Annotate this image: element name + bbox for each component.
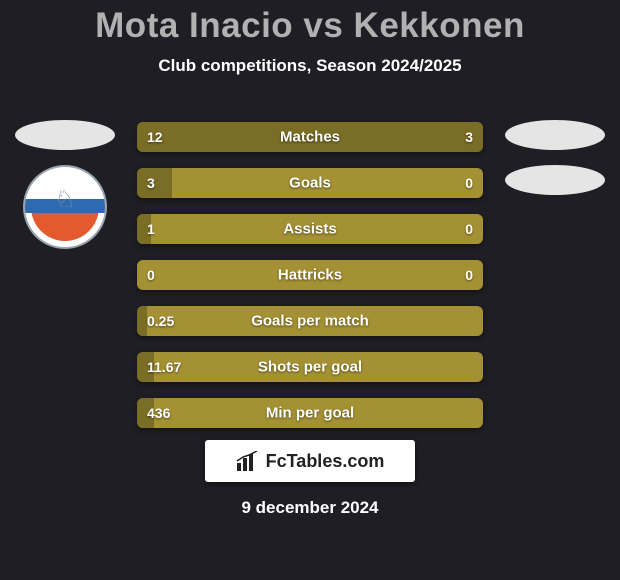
bar-chart-icon: [236, 451, 260, 471]
stat-row: 12 3 Matches: [137, 122, 483, 152]
stat-value-right: 0: [465, 175, 473, 191]
horse-icon: ♘: [54, 185, 76, 214]
stat-value-right: 0: [465, 267, 473, 283]
stat-label: Shots per goal: [258, 359, 362, 376]
stat-value-right: 0: [465, 221, 473, 237]
stat-label: Hattricks: [278, 267, 342, 284]
stat-value-left: 0.25: [147, 313, 174, 329]
player2-oval-2: [505, 165, 605, 195]
stat-value-left: 1: [147, 221, 155, 237]
stat-value-left: 0: [147, 267, 155, 283]
player2-column: [500, 120, 610, 210]
page-subtitle: Club competitions, Season 2024/2025: [0, 56, 620, 76]
player2-oval-1: [505, 120, 605, 150]
page-title: Mota Inacio vs Kekkonen: [0, 0, 620, 46]
stat-left-fill: [137, 122, 414, 152]
date-label: 9 december 2024: [241, 498, 378, 518]
player1-column: ♘: [10, 120, 120, 249]
stat-left-fill: [137, 306, 147, 336]
brand-badge: FcTables.com: [205, 440, 415, 482]
stat-value-left: 3: [147, 175, 155, 191]
stat-label: Goals per match: [251, 313, 369, 330]
stat-label: Assists: [283, 221, 336, 238]
stat-value-left: 436: [147, 405, 170, 421]
stat-value-left: 12: [147, 129, 163, 145]
stat-label: Matches: [280, 129, 340, 146]
stat-label: Min per goal: [266, 405, 354, 422]
stats-bars: 12 3 Matches 3 0 Goals 1 0 Assists 0 0 Hattricks 0.2…: [137, 122, 483, 444]
player1-oval: [15, 120, 115, 150]
stat-row: 0 0 Hattricks: [137, 260, 483, 290]
brand-label: FcTables.com: [266, 451, 385, 472]
stat-row: 3 0 Goals: [137, 168, 483, 198]
stat-label: Goals: [289, 175, 331, 192]
stat-row: 1 0 Assists: [137, 214, 483, 244]
player1-club-logo: ♘: [23, 165, 107, 249]
stat-value-left: 11.67: [147, 359, 181, 375]
stat-value-right: 3: [465, 129, 473, 145]
stat-row: 11.67 Shots per goal: [137, 352, 483, 382]
stat-row: 0.25 Goals per match: [137, 306, 483, 336]
stat-row: 436 Min per goal: [137, 398, 483, 428]
